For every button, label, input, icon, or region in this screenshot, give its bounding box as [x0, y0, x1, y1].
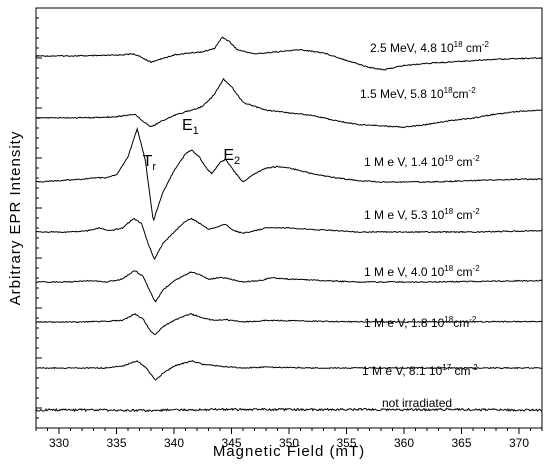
- x-tick-labels: 330 335 340 345 350 355 360 365 370: [49, 436, 529, 450]
- series-label: 1 M e V, 5.3 1018 cm-2: [364, 207, 480, 222]
- series-labels: 2.5 MeV, 4.8 1018 cm-2 1.5 MeV, 5.8 1018c…: [360, 40, 490, 410]
- x-tick-label: 350: [279, 436, 299, 450]
- axes: 330 335 340 345 350 355 360 365 370: [35, 7, 543, 450]
- series-label: 1 M e V, 4.0 1018 cm-2: [364, 264, 480, 279]
- peak-label: E1: [182, 117, 199, 137]
- series-line: [35, 77, 543, 129]
- series-label: 2.5 MeV, 4.8 1018 cm-2: [370, 40, 490, 55]
- series-label: 1 M e V, 1.4 1019 cm-2: [364, 154, 480, 169]
- series-line: [36, 126, 543, 222]
- x-tick-label: 370: [509, 436, 529, 450]
- x-tick-label: 330: [49, 436, 69, 450]
- x-axis-title: Magnetic Field (mT): [213, 443, 365, 460]
- series-label: not irradiated: [382, 396, 452, 410]
- series-label: 1 M e V, 1.8 1018cm-2: [364, 315, 477, 330]
- series-line: [35, 217, 543, 260]
- x-tick-label: 365: [451, 436, 471, 450]
- x-ticks: [35, 428, 543, 434]
- x-tick-label: 340: [164, 436, 184, 450]
- series-line: [36, 359, 543, 381]
- x-tick-label: 355: [336, 436, 356, 450]
- y-ticks: [36, 7, 42, 429]
- series-label: 1 M e V, 8.1 1017 cm-2: [362, 363, 478, 378]
- x-tick-label: 335: [106, 436, 126, 450]
- series-line: [35, 313, 542, 335]
- peak-label: Tr: [143, 153, 157, 173]
- x-tick-label: 345: [221, 436, 241, 450]
- series-line: [35, 270, 543, 303]
- x-tick-label: 360: [394, 436, 414, 450]
- peak-label: E2: [223, 147, 240, 167]
- series-label: 1.5 MeV, 5.8 1018cm-2: [360, 86, 476, 101]
- series-line: [35, 407, 543, 413]
- series-line: [35, 36, 543, 71]
- y-axis-title: Arbitrary EPR Intensity: [7, 131, 24, 306]
- peak-labels: Tr E1 E2: [143, 117, 241, 173]
- traces: [35, 36, 543, 413]
